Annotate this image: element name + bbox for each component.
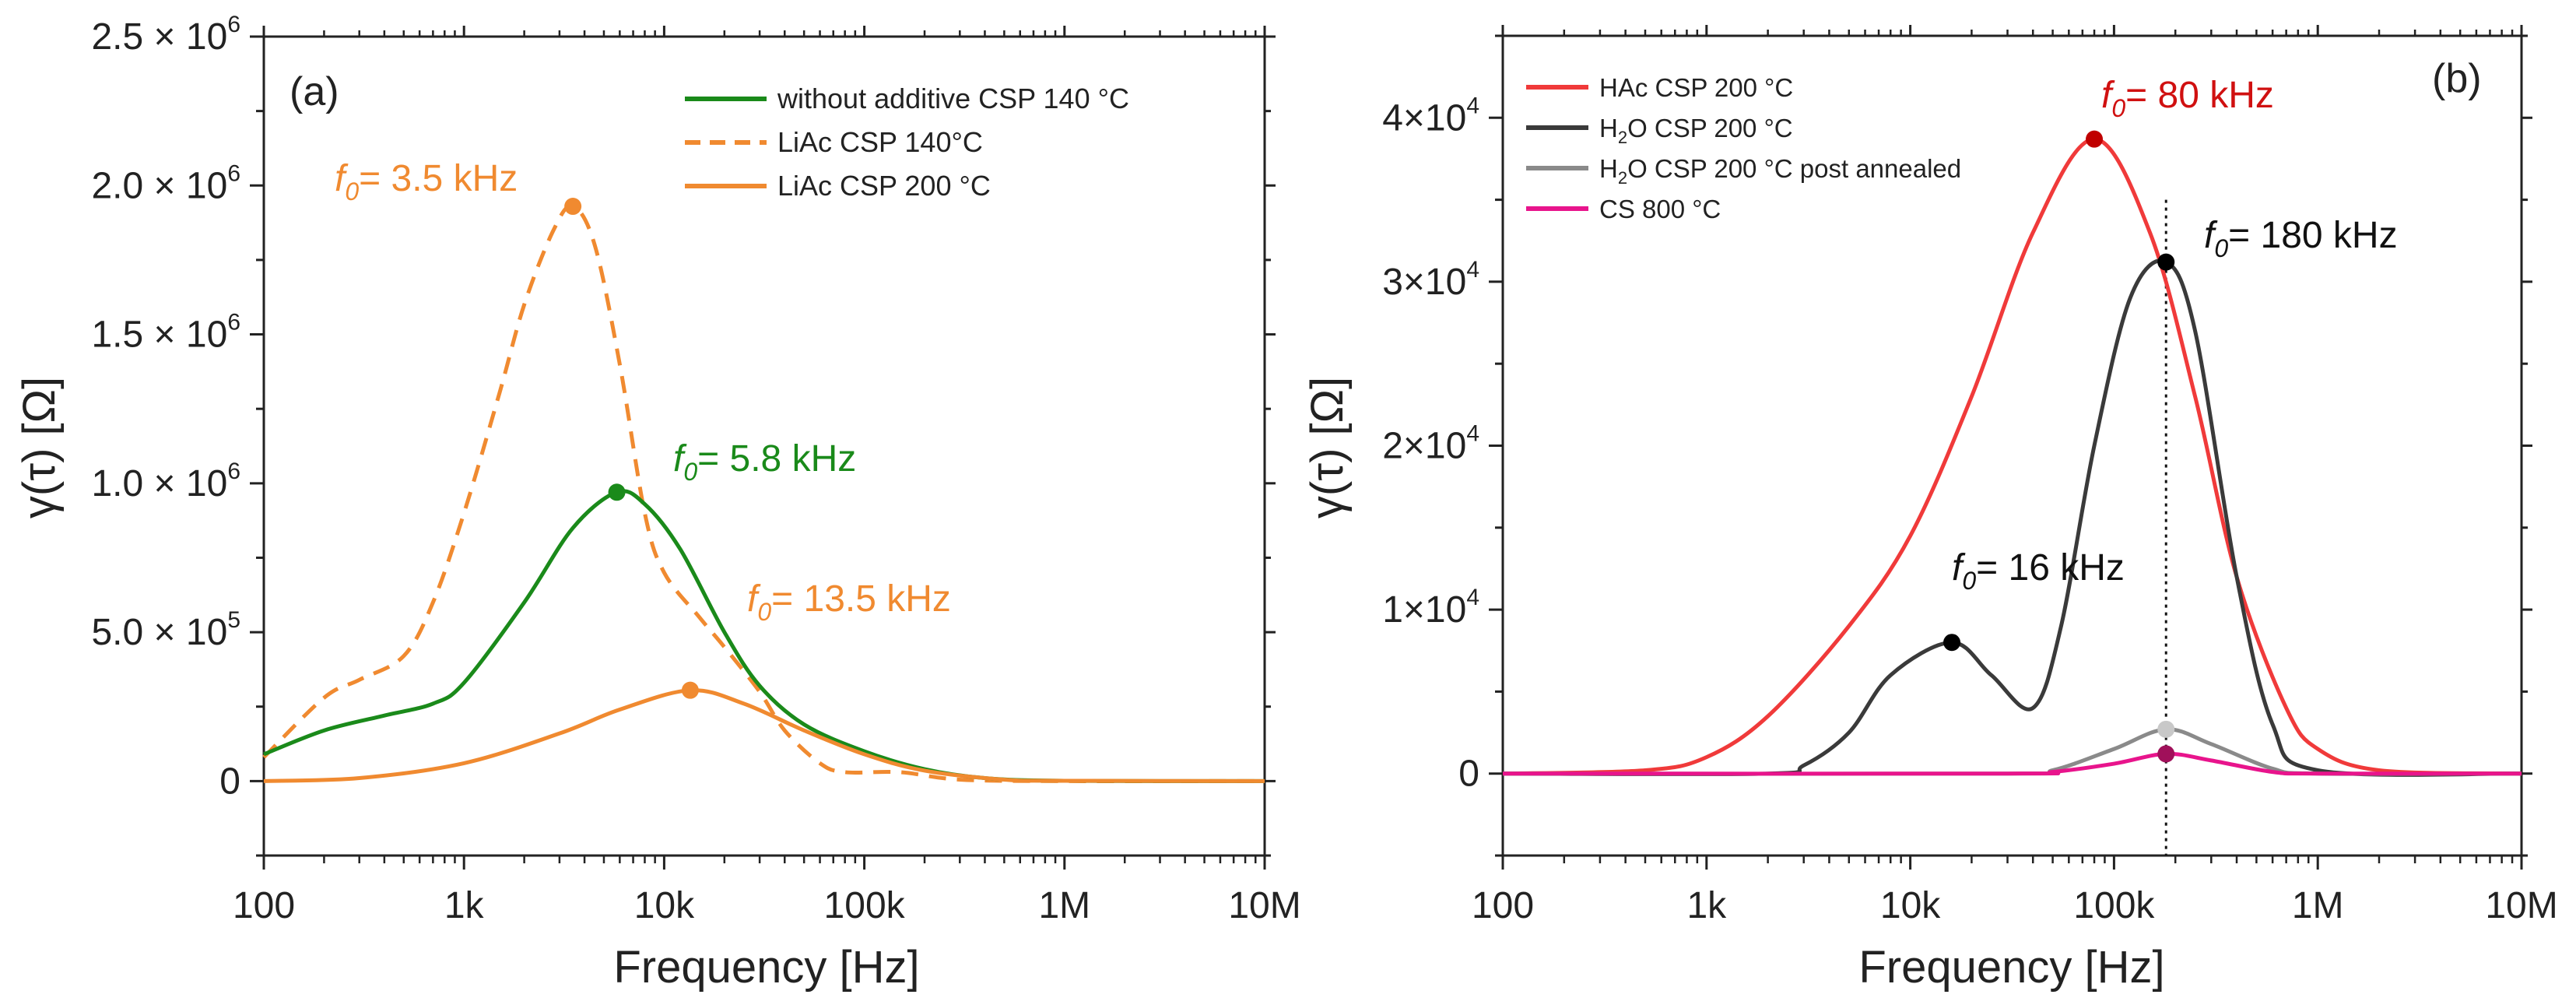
peak-marker bbox=[2157, 253, 2175, 271]
y-tick-mantissa: 0 bbox=[219, 761, 240, 802]
y-tick-exponent: 6 bbox=[227, 459, 240, 484]
panel-b-label: (b) bbox=[2432, 56, 2482, 101]
series-line-1 bbox=[262, 204, 1265, 784]
x-tick-label: 1k bbox=[444, 885, 485, 926]
panel-a-x-axis-label: Frequency [Hz] bbox=[613, 942, 919, 993]
peak-frequency-annotation: f0= 5.8 kHz bbox=[673, 438, 856, 486]
series-line-0 bbox=[1502, 137, 2522, 776]
legend-subscript: 2 bbox=[1618, 128, 1627, 147]
x-tick-label: 10k bbox=[1880, 885, 1941, 926]
x-tick-label: 100k bbox=[824, 885, 906, 926]
panel-a-y-axis-label: γ(τ) [Ω] bbox=[14, 377, 65, 518]
legend-text: H bbox=[1599, 114, 1618, 142]
y-tick-label: 2.0 × 106 bbox=[91, 160, 240, 206]
x-tick-label: 100k bbox=[2073, 885, 2155, 926]
legend-subscript: 2 bbox=[1618, 168, 1627, 188]
series-line-1 bbox=[1502, 258, 2522, 777]
y-tick-mantissa: 1×10 bbox=[1382, 589, 1466, 631]
annotation-value: = 180 kHz bbox=[2228, 215, 2397, 256]
x-tick-label: 1M bbox=[1038, 885, 1090, 926]
legend-text: O CSP 200 °C bbox=[1627, 114, 1793, 142]
peak-marker bbox=[2157, 745, 2175, 763]
legend-text: O CSP 200 °C post annealed bbox=[1627, 154, 1961, 183]
peak-marker bbox=[2157, 720, 2175, 738]
legend-entry-label: LiAc CSP 140°C bbox=[777, 126, 983, 158]
x-tick-label: 10M bbox=[1228, 885, 1300, 926]
x-tick-label: 1M bbox=[2292, 885, 2344, 926]
y-tick-mantissa: 0 bbox=[1458, 754, 1479, 795]
legend-entry-label: without additive CSP 140 °C bbox=[777, 83, 1129, 114]
peak-frequency-annotation: f0= 3.5 kHz bbox=[335, 158, 518, 206]
peak-marker bbox=[2086, 130, 2104, 148]
y-tick-exponent: 6 bbox=[227, 160, 240, 186]
panel-b-y-axis-label: γ(τ) [Ω] bbox=[1302, 377, 1353, 518]
y-tick-exponent: 6 bbox=[227, 310, 240, 336]
legend-entry-label: LiAc CSP 200 °C bbox=[777, 170, 991, 202]
y-tick-label: 5.0 × 105 bbox=[91, 607, 240, 653]
annotation-value: = 13.5 kHz bbox=[771, 578, 951, 620]
panel-a-chart: (a) Frequency [Hz] γ(τ) [Ω] 100 1k 10k 100k… bbox=[14, 12, 1301, 993]
y-tick-exponent: 4 bbox=[1466, 585, 1479, 610]
y-tick-mantissa: 2.5 × 10 bbox=[91, 16, 227, 58]
legend-entry-label: CS 800 °C bbox=[1599, 195, 1721, 223]
y-tick-mantissa: 5.0 × 10 bbox=[91, 612, 227, 653]
y-tick-exponent: 4 bbox=[1466, 421, 1479, 447]
annotation-subscript: 0 bbox=[757, 598, 771, 626]
series-line-0 bbox=[263, 489, 1265, 783]
y-tick-label: 4×104 bbox=[1382, 93, 1479, 139]
peak-frequency-annotation: f0= 13.5 kHz bbox=[747, 578, 951, 626]
y-tick-label: 1×104 bbox=[1382, 585, 1479, 631]
legend-entry-label: HAc CSP 200 °C bbox=[1599, 73, 1793, 102]
panel-a-label: (a) bbox=[290, 69, 339, 114]
peak-marker bbox=[681, 681, 699, 699]
y-tick-mantissa: 1.0 × 10 bbox=[91, 463, 227, 504]
y-tick-label: 2.5 × 106 bbox=[91, 12, 240, 58]
peak-marker bbox=[564, 198, 582, 216]
peak-marker bbox=[1943, 634, 1961, 652]
x-tick-label: 10M bbox=[2485, 885, 2557, 926]
x-tick-label: 10k bbox=[634, 885, 695, 926]
y-tick-exponent: 4 bbox=[1466, 257, 1479, 283]
legend-entry-label: H2O CSP 200 °C post annealed bbox=[1599, 154, 1961, 188]
y-tick-mantissa: 2×10 bbox=[1382, 426, 1466, 467]
annotation-subscript: 0 bbox=[345, 177, 359, 206]
y-tick-exponent: 5 bbox=[227, 607, 240, 633]
y-tick-mantissa: 1.5 × 10 bbox=[91, 315, 227, 356]
annotation-value: = 16 kHz bbox=[1976, 547, 2125, 589]
x-tick-label: 1k bbox=[1686, 885, 1727, 926]
series-line-3 bbox=[1502, 751, 2522, 776]
peak-frequency-annotation: f0= 80 kHz bbox=[2101, 75, 2274, 122]
y-tick-label: 1.5 × 106 bbox=[91, 310, 240, 356]
y-tick-mantissa: 2.0 × 10 bbox=[91, 165, 227, 206]
annotation-subscript: 0 bbox=[2111, 94, 2125, 122]
peak-frequency-annotation: f0= 16 kHz bbox=[1952, 547, 2125, 595]
y-tick-exponent: 6 bbox=[227, 12, 240, 37]
panel-b-chart: (b) Frequency [Hz] γ(τ) [Ω] 100 1k 10k 100k… bbox=[1302, 25, 2558, 993]
annotation-subscript: 0 bbox=[683, 458, 697, 486]
annotation-subscript: 0 bbox=[1962, 567, 1976, 595]
y-tick-label: 0 bbox=[1458, 754, 1479, 795]
legend-entry-label: H2O CSP 200 °C bbox=[1599, 114, 1793, 147]
y-tick-mantissa: 4×10 bbox=[1382, 97, 1466, 139]
peak-frequency-annotation: f0= 180 kHz bbox=[2204, 215, 2398, 262]
y-tick-exponent: 4 bbox=[1466, 93, 1479, 118]
peak-marker bbox=[608, 483, 626, 501]
y-tick-label: 0 bbox=[219, 761, 240, 802]
series-line-2 bbox=[263, 688, 1265, 783]
legend-text: H bbox=[1599, 154, 1618, 183]
x-tick-label: 100 bbox=[1472, 885, 1534, 926]
annotation-value: = 3.5 kHz bbox=[359, 158, 518, 199]
annotation-value: = 5.8 kHz bbox=[697, 438, 856, 480]
y-tick-mantissa: 3×10 bbox=[1382, 262, 1466, 303]
panel-b-x-axis-label: Frequency [Hz] bbox=[1858, 942, 2164, 993]
y-tick-label: 3×104 bbox=[1382, 257, 1479, 303]
annotation-subscript: 0 bbox=[2214, 234, 2228, 262]
x-tick-label: 100 bbox=[233, 885, 295, 926]
annotation-value: = 80 kHz bbox=[2125, 75, 2274, 116]
plot-frame bbox=[262, 35, 1266, 857]
y-tick-label: 2×104 bbox=[1382, 421, 1479, 467]
y-tick-label: 1.0 × 106 bbox=[91, 459, 240, 504]
